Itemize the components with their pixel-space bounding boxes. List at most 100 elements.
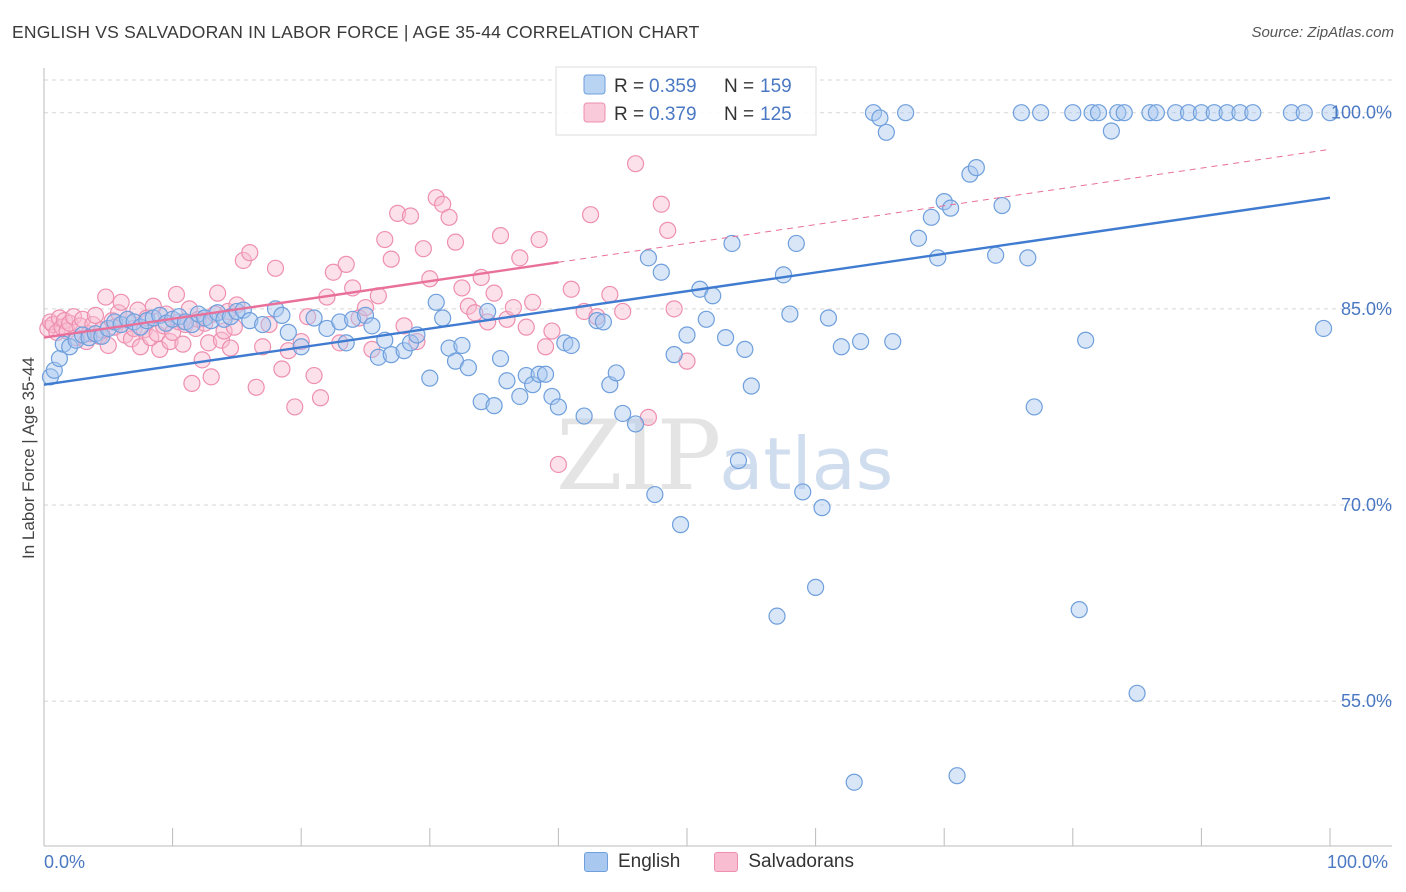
salvadorans-point <box>524 293 542 311</box>
salvadorans-point <box>401 207 420 225</box>
salvadorans-point <box>485 284 503 302</box>
english-point <box>498 372 516 390</box>
english-point <box>871 109 889 127</box>
english-point <box>472 393 490 411</box>
english-point <box>1314 319 1333 338</box>
english-point <box>832 338 850 356</box>
english-point <box>479 302 497 321</box>
english-points <box>41 104 1339 791</box>
legend-salvadorans-label: Salvadorans <box>748 851 854 872</box>
n-value: 125 <box>760 104 792 125</box>
salvadorans-point <box>241 244 259 262</box>
english-point <box>794 483 812 501</box>
english-trend-line <box>43 196 1331 386</box>
legend-english-label: English <box>618 851 681 872</box>
salvadorans-point <box>97 288 115 306</box>
salvadorans-point <box>183 374 201 392</box>
n-value: 159 <box>760 76 792 97</box>
english-point <box>781 305 799 323</box>
english-point <box>1012 104 1030 122</box>
english-point <box>774 266 793 284</box>
salvadorans-point <box>395 317 413 335</box>
english-point <box>607 364 625 382</box>
english-point <box>652 263 670 281</box>
salvadorans-point <box>311 389 330 407</box>
salvadorans-swatch <box>714 852 739 872</box>
english-point <box>1231 104 1249 122</box>
salvadorans-point <box>626 155 645 173</box>
english-point <box>929 249 947 267</box>
salvadorans-point <box>266 259 285 277</box>
english-point <box>434 309 452 327</box>
english-point <box>742 377 760 395</box>
english-point <box>626 415 645 433</box>
english-point <box>1019 249 1037 267</box>
salvadorans-point <box>652 195 670 213</box>
english-point <box>1244 104 1262 122</box>
english-point <box>459 359 477 377</box>
english-point <box>427 293 445 311</box>
legend-salvadorans[interactable]: Salvadorans <box>714 851 854 873</box>
salvadorans-point <box>581 206 600 224</box>
english-point <box>884 332 902 351</box>
english-point <box>279 323 297 341</box>
salvadorans-point <box>562 280 580 298</box>
source-credit: Source: ZipAtlas.com <box>1251 24 1394 41</box>
n-label: N = <box>724 76 754 97</box>
salvadorans-point <box>530 230 548 249</box>
axes <box>43 68 1392 847</box>
english-point <box>1128 684 1146 702</box>
trend-lines <box>43 148 1331 386</box>
english-point <box>729 451 748 470</box>
salvadorans-point <box>164 323 182 341</box>
salvadorans-point <box>260 315 278 334</box>
salvadorans-point <box>305 366 323 385</box>
chart-title: ENGLISH VS SALVADORAN IN LABOR FORCE | A… <box>12 22 700 42</box>
english-point <box>241 312 259 330</box>
english-point <box>337 334 355 352</box>
english-point <box>909 229 928 247</box>
salvadorans-trend-extension <box>558 148 1331 263</box>
salvadorans-point <box>453 279 471 297</box>
salvadorans-point <box>286 398 304 416</box>
salvadorans-trend-line <box>43 261 559 339</box>
english-point <box>1070 601 1088 619</box>
english-point <box>485 397 503 415</box>
salvadorans-point <box>215 322 233 340</box>
salvadorans-point <box>273 360 291 378</box>
english-point <box>1089 104 1108 122</box>
english-point <box>1192 104 1211 122</box>
legend-english[interactable]: English <box>584 851 680 873</box>
salvadorans-point <box>446 233 465 251</box>
english-point <box>1077 331 1095 349</box>
y-tick-label: 100.0% <box>1331 103 1392 123</box>
salvadorans-point <box>144 297 162 315</box>
n-label: N = <box>724 104 754 125</box>
english-point <box>369 348 387 366</box>
salvadorans-point <box>112 293 130 311</box>
english-point <box>549 398 568 416</box>
salvadorans-point <box>408 332 426 351</box>
english-point <box>806 578 825 596</box>
salvadorans-point <box>200 334 218 352</box>
english-point <box>922 208 940 226</box>
english-point <box>614 404 632 423</box>
english-point <box>671 516 690 534</box>
english-point <box>1321 104 1339 122</box>
salvadorans-point <box>504 298 522 317</box>
r-value: 0.379 <box>649 104 697 125</box>
salvadorans-point <box>543 322 561 340</box>
english-point <box>813 499 831 517</box>
english-point <box>1141 104 1159 122</box>
salvadorans-point <box>299 308 317 326</box>
salvadorans-point <box>466 304 484 322</box>
salvadorans-point <box>421 270 439 288</box>
salvadorans-point <box>601 285 619 304</box>
english-point <box>1025 398 1043 416</box>
y-tick-label: 85.0% <box>1341 299 1392 319</box>
salvadorans-point <box>99 336 117 355</box>
english-point <box>768 607 786 625</box>
english-point <box>697 310 715 328</box>
english-point <box>787 234 805 253</box>
english-point <box>61 338 79 356</box>
